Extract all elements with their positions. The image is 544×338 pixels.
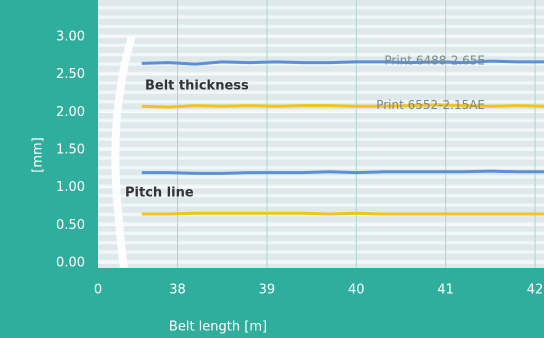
x-tick-label: 0 — [94, 283, 102, 298]
line-series — [141, 211, 544, 216]
y-tick-label: 2.00 — [56, 105, 85, 120]
y-tick-label: 3.00 — [56, 30, 85, 45]
y-tick-label: 1.00 — [56, 180, 85, 195]
annotation: Pitch line — [125, 186, 194, 201]
x-tick-label: 41 — [437, 283, 454, 298]
line-label: Print 6488-2.65E — [384, 53, 485, 67]
y-tick-label: 0.50 — [56, 218, 85, 233]
y-tick-label: 1.50 — [56, 143, 85, 158]
x-tick-label: 38 — [169, 283, 186, 298]
y-tick-label: 0.00 — [56, 256, 85, 271]
annotation: Belt thickness — [145, 79, 249, 94]
x-tick-label: 39 — [259, 283, 276, 298]
x-tick-label: 42 — [527, 283, 544, 298]
y-axis-label: [mm] — [31, 137, 46, 172]
line-series — [141, 169, 544, 175]
line-series — [141, 59, 544, 66]
axis-break — [111, 36, 136, 268]
line-series — [141, 103, 544, 109]
x-axis-label: Belt length [m] — [169, 320, 267, 335]
y-tick-label: 2.50 — [56, 67, 85, 82]
plot-area — [98, 0, 544, 268]
line-label: Print 6552-2.15AE — [376, 98, 485, 112]
x-tick-label: 40 — [348, 283, 365, 298]
